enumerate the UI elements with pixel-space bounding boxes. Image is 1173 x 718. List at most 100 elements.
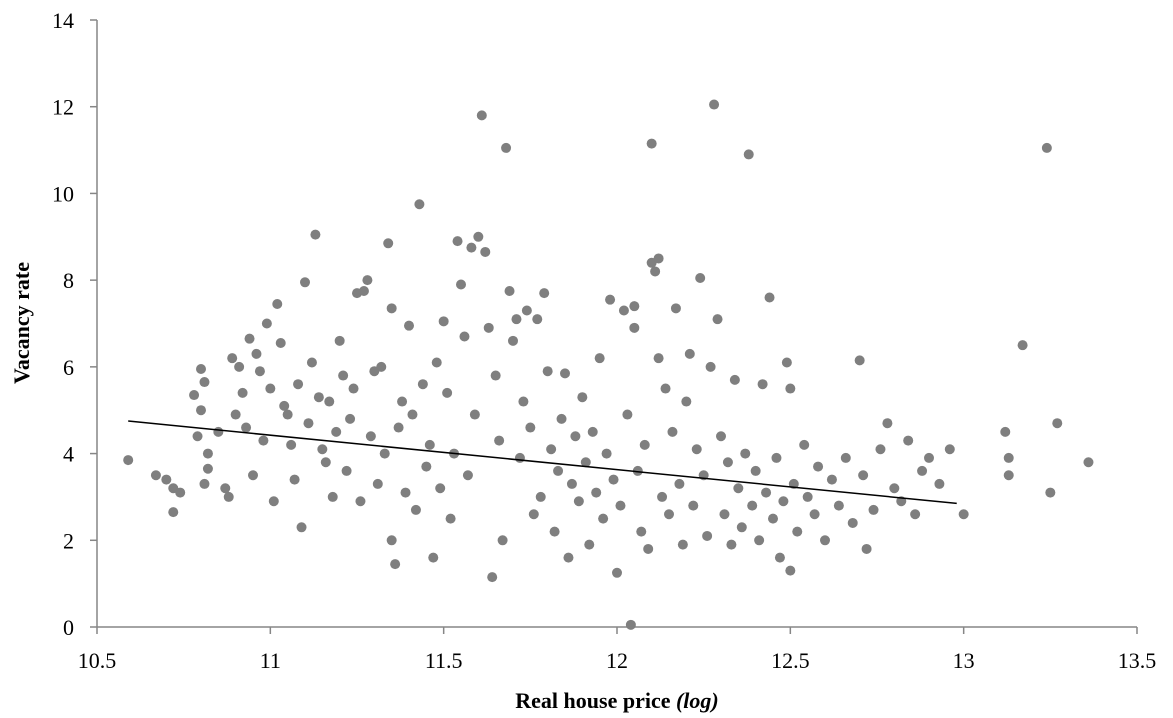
data-point: [365, 431, 376, 442]
data-point: [268, 496, 279, 507]
data-point: [306, 357, 317, 368]
data-point: [674, 478, 685, 489]
data-point: [490, 370, 501, 381]
data-point: [546, 444, 557, 455]
y-tick-label: 12: [52, 95, 74, 120]
data-point: [237, 387, 248, 398]
data-point: [331, 426, 342, 437]
data-point: [421, 461, 432, 472]
data-point: [504, 285, 515, 296]
data-point: [286, 439, 297, 450]
data-point: [279, 400, 290, 411]
data-point: [397, 396, 408, 407]
data-point: [688, 500, 699, 511]
data-point: [629, 322, 640, 333]
data-point: [417, 379, 428, 390]
data-point: [729, 374, 740, 385]
data-point: [709, 99, 720, 110]
data-point: [598, 513, 609, 524]
data-point: [189, 390, 200, 401]
data-point: [577, 392, 588, 403]
data-point: [261, 318, 272, 329]
data-point: [566, 478, 577, 489]
data-point: [924, 452, 934, 463]
data-point: [754, 535, 765, 546]
data-point: [702, 530, 713, 541]
data-point: [660, 383, 671, 394]
data-point: [376, 361, 387, 372]
data-point: [452, 236, 463, 247]
data-point: [248, 470, 258, 481]
data-point: [431, 357, 442, 368]
data-point: [809, 509, 820, 520]
data-point: [521, 305, 532, 316]
data-point: [220, 483, 231, 494]
data-point: [944, 444, 955, 455]
data-point: [289, 474, 300, 485]
data-point: [473, 231, 484, 242]
data-point: [400, 487, 411, 498]
data-point: [494, 435, 505, 446]
y-tick-label: 8: [63, 268, 74, 293]
data-point: [310, 229, 321, 240]
data-point: [272, 298, 283, 309]
x-tick-label: 11.5: [425, 648, 463, 673]
data-point: [480, 246, 491, 257]
data-point: [781, 357, 792, 368]
y-tick-label: 4: [63, 442, 74, 467]
data-point: [1003, 452, 1014, 463]
data-point: [501, 142, 512, 153]
data-point: [466, 242, 477, 253]
data-point: [234, 361, 245, 372]
x-axis-title-main: Real house price: [515, 688, 670, 713]
data-point: [348, 383, 359, 394]
data-point: [553, 465, 564, 476]
data-point: [345, 413, 356, 424]
data-point: [161, 474, 172, 485]
data-point: [917, 465, 928, 476]
data-point: [303, 418, 314, 429]
data-point: [442, 387, 453, 398]
data-point: [456, 279, 466, 290]
data-point: [875, 444, 886, 455]
data-point: [1000, 426, 1011, 437]
data-point: [1083, 457, 1094, 468]
data-point: [393, 422, 404, 433]
data-point: [646, 138, 657, 149]
x-tick-label: 11: [260, 648, 281, 673]
data-point: [785, 383, 796, 394]
data-point: [705, 361, 716, 372]
y-tick-label: 2: [63, 528, 74, 553]
data-point: [327, 491, 338, 502]
data-point: [196, 364, 206, 375]
data-point: [594, 353, 605, 364]
data-point: [639, 439, 650, 450]
data-point: [910, 509, 921, 520]
data-point: [774, 552, 785, 563]
data-point: [258, 435, 269, 446]
data-point: [317, 444, 328, 455]
data-point: [840, 452, 851, 463]
data-points: [123, 99, 1094, 630]
data-point: [535, 491, 546, 502]
trendline: [128, 420, 957, 505]
data-point: [300, 277, 310, 288]
data-point: [296, 522, 307, 533]
data-point: [525, 422, 536, 433]
x-tick-label: 13.5: [1118, 648, 1157, 673]
data-point: [643, 543, 654, 554]
data-point: [497, 535, 508, 546]
data-point: [223, 491, 234, 502]
data-point: [438, 316, 449, 327]
data-point: [743, 149, 754, 160]
data-point: [410, 504, 421, 515]
data-point: [386, 303, 397, 314]
data-point: [282, 409, 293, 420]
data-point: [747, 500, 758, 511]
data-point: [608, 474, 619, 485]
data-point: [445, 513, 456, 524]
data-point: [1041, 142, 1052, 153]
data-point: [508, 335, 518, 346]
y-tick-label: 14: [52, 8, 74, 33]
